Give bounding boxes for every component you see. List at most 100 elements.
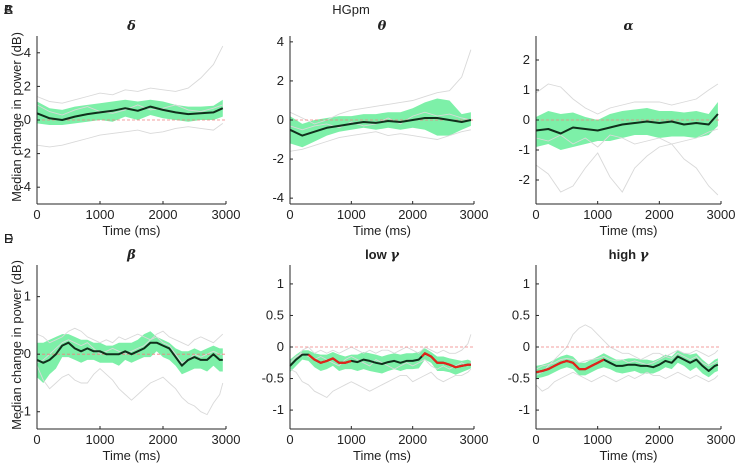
x-tick-label-f-1: 1000 (583, 432, 612, 447)
y-axis-label-bottom: Median change in power (dB) (9, 260, 24, 430)
panel-title-symbol-b: θ (378, 19, 387, 34)
panel-letter-a: A (4, 2, 13, 17)
y-tick-label-b-1: -2 (272, 151, 284, 166)
x-tick-label-d-1: 1000 (86, 432, 115, 447)
y-tick-label-e-1: -0.5 (262, 371, 284, 386)
x-axis-label-b: Time (ms) (353, 223, 411, 238)
significant-segment-f-1 (535, 358, 605, 374)
y-tick-label-f-0: -1 (518, 402, 530, 417)
panel-title-symbol-e: γ (390, 248, 400, 263)
x-tick-label-a-2: 2000 (149, 207, 178, 222)
subject-line-d-2 (36, 365, 224, 416)
x-tick-label-a-3: 3000 (212, 207, 241, 222)
y-tick-label-a-2: 0 (24, 112, 31, 127)
panel-title-symbol-f: γ (640, 248, 650, 263)
confidence-band-a (37, 99, 223, 125)
x-tick-label-d-0: 0 (33, 432, 40, 447)
y-axis-label-top: Median change in power (dB) (9, 32, 24, 202)
x-tick-label-d-3: 3000 (212, 432, 241, 447)
median-line-b (289, 117, 472, 137)
y-tick-label-b-0: -4 (272, 190, 284, 205)
panel-a: Aδ 0 1000 2000 3000 -4 -2 0 2 4 Time (ms) (4, 2, 240, 238)
panel-letter-e: E (4, 231, 13, 246)
panel-title-b: θ (378, 19, 387, 34)
subject-line-e-1 (289, 334, 472, 367)
y-tick-label-f-1: -0.5 (508, 371, 530, 386)
subject-line-c-2 (535, 143, 719, 196)
x-tick-label-a-0: 0 (33, 207, 40, 222)
y-tick-label-c-4: 2 (523, 52, 530, 67)
y-tick-label-c-0: -2 (518, 172, 530, 187)
subject-line-e-3 (289, 352, 472, 370)
y-tick-label-e-4: 1 (277, 276, 284, 291)
panel-title-symbol-d: β (126, 248, 136, 263)
y-tick-label-f-2: 0 (523, 339, 530, 354)
significant-segment-e-2 (421, 352, 471, 369)
x-tick-label-b-1: 1000 (337, 207, 366, 222)
x-tick-label-e-3: 3000 (460, 432, 489, 447)
y-tick-label-c-1: -1 (518, 142, 530, 157)
median-line-c (535, 113, 719, 135)
panel-letter-c: C (4, 2, 13, 17)
x-axis-label-d: Time (ms) (102, 448, 160, 463)
y-tick-label-c-2: 0 (523, 112, 530, 127)
x-tick-label-f-2: 2000 (645, 432, 674, 447)
y-tick-label-e-0: -1 (272, 402, 284, 417)
panel-title-a: δ (126, 19, 136, 34)
x-tick-label-e-1: 1000 (337, 432, 366, 447)
subject-line-b-1 (289, 49, 472, 125)
median-line-d (36, 341, 223, 367)
x-tick-label-e-0: 0 (286, 432, 293, 447)
y-tick-label-e-3: 0.5 (266, 307, 284, 322)
significant-segment-e-1 (307, 353, 352, 364)
x-tick-label-c-2: 2000 (645, 207, 674, 222)
x-tick-label-d-2: 2000 (149, 432, 178, 447)
subject-line-a-1 (36, 45, 224, 104)
x-axis-label-a: Time (ms) (102, 223, 160, 238)
y-tick-label-a-1: -2 (19, 146, 31, 161)
y-tick-label-f-4: 1 (523, 276, 530, 291)
panel-letter-d: D (4, 231, 13, 246)
subject-line-a-2 (36, 123, 224, 148)
x-tick-label-c-1: 1000 (583, 207, 612, 222)
panel-title-prefix-f: high (609, 247, 640, 262)
y-tick-label-a-0: -4 (19, 179, 31, 194)
figure-suptitle: HGpm (332, 2, 370, 17)
y-tick-label-d-1: 0 (24, 346, 31, 361)
x-tick-label-f-0: 0 (532, 432, 539, 447)
x-axis-label-f: Time (ms) (599, 448, 657, 463)
subject-line-a-3 (36, 104, 223, 116)
panel-title-c: α (623, 19, 633, 34)
x-tick-label-e-2: 2000 (398, 432, 427, 447)
subject-line-e-2 (289, 368, 472, 399)
panel-letter-f: F (4, 231, 12, 246)
y-tick-label-b-4: 4 (277, 34, 284, 49)
subject-line-c-3 (535, 128, 719, 148)
x-axis-label-e: Time (ms) (353, 448, 411, 463)
y-tick-label-a-3: 2 (24, 78, 31, 93)
panel-title-e: low γ (365, 247, 400, 263)
subject-line-c-1 (535, 83, 719, 115)
x-tick-label-c-3: 3000 (707, 207, 736, 222)
x-axis-label-c: Time (ms) (599, 223, 657, 238)
confidence-band-c (536, 102, 718, 150)
panel-title-d: β (126, 248, 136, 263)
panel-title-prefix-e: low (365, 247, 390, 262)
subject-line-f-2 (535, 371, 719, 392)
panel-title-f: high γ (609, 247, 650, 263)
y-tick-label-a-4: 4 (24, 45, 31, 60)
y-tick-label-b-3: 2 (277, 73, 284, 88)
x-tick-label-b-2: 2000 (398, 207, 427, 222)
subject-line-b-2 (289, 129, 471, 152)
subject-line-d-1 (36, 327, 224, 347)
x-tick-label-a-1: 1000 (86, 207, 115, 222)
x-tick-label-f-3: 3000 (707, 432, 736, 447)
panel-title-symbol-c: α (623, 19, 633, 34)
y-tick-label-f-3: 0.5 (512, 307, 530, 322)
panel-title-symbol-a: δ (126, 19, 136, 34)
